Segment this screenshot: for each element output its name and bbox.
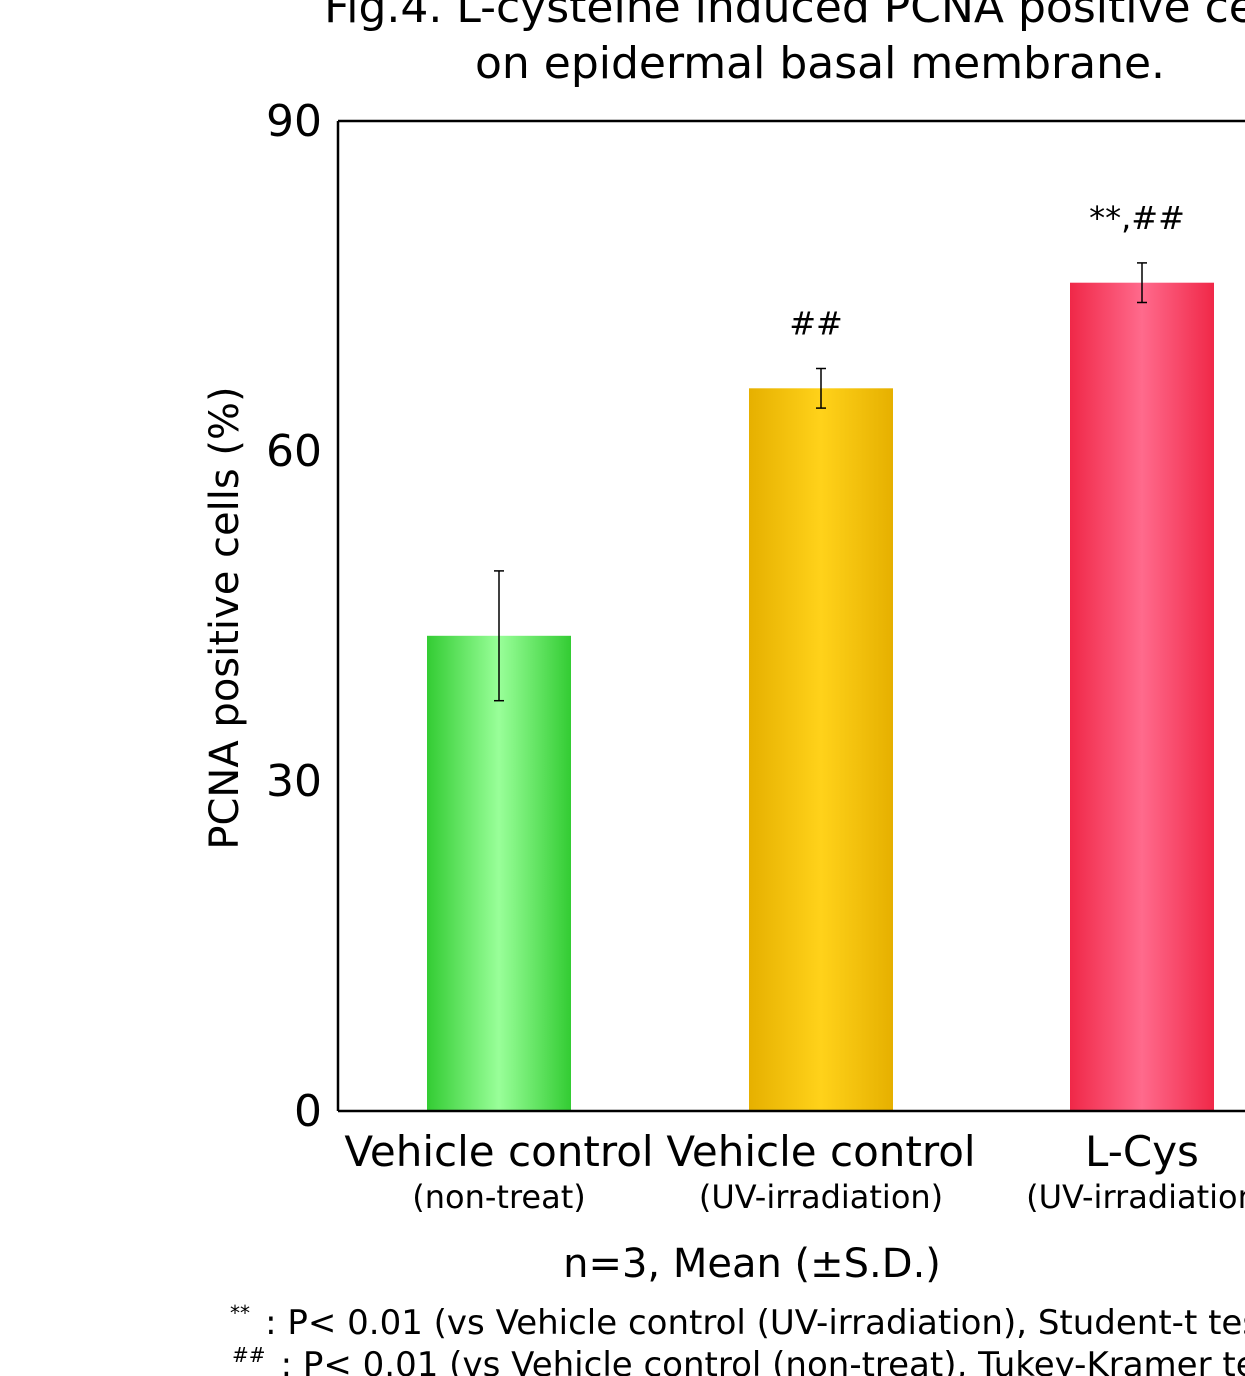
footnote-2-mark: ## [232, 1343, 266, 1367]
footnote-2-text: : P< 0.01 (vs Vehicle control (non-treat… [281, 1345, 1245, 1376]
x-category-sublabel: (non-treat) [412, 1178, 586, 1216]
x-category-label: L-Cys [1085, 1127, 1199, 1176]
x-axis-labels: Vehicle control(non-treat)Vehicle contro… [344, 1127, 1245, 1216]
bar [1070, 282, 1214, 1111]
bar [749, 388, 893, 1111]
footnote-1-text: : P< 0.01 (vs Vehicle control (UV-irradi… [265, 1303, 1245, 1343]
x-category-sublabel: (UV-irradiation) [699, 1178, 943, 1216]
x-category-label: Vehicle control [666, 1127, 975, 1176]
footnote-1: ** : P< 0.01 (vs Vehicle control (UV-irr… [230, 1301, 1245, 1343]
y-tick-label: 0 [294, 1086, 322, 1137]
bars: ## **,## [427, 199, 1214, 1111]
bar [427, 635, 571, 1111]
x-category-sublabel: (UV-irradiation [1026, 1178, 1245, 1216]
y-axis-label: PCNA positive cells (%) [202, 386, 248, 849]
y-axis-ticks: 0 30 60 90 [266, 96, 322, 1137]
chart-title-line-2: on epidermal basal membrane. [475, 38, 1165, 89]
y-tick-label: 60 [266, 426, 322, 477]
summary-statistics: n=3, Mean (±S.D.) [563, 1241, 941, 1287]
footnote-1-mark: ** [230, 1301, 250, 1325]
y-tick-label: 30 [266, 756, 322, 807]
significance-label: **,## [1089, 199, 1185, 237]
x-category-label: Vehicle control [344, 1127, 653, 1176]
footnote-2: ## : P< 0.01 (vs Vehicle control (non-tr… [232, 1343, 1245, 1376]
significance-label: ## [789, 305, 843, 343]
y-tick-label: 90 [266, 96, 322, 147]
chart-title-line-1: Fig.4. L-cysteine induced PCNA positive … [324, 0, 1245, 33]
